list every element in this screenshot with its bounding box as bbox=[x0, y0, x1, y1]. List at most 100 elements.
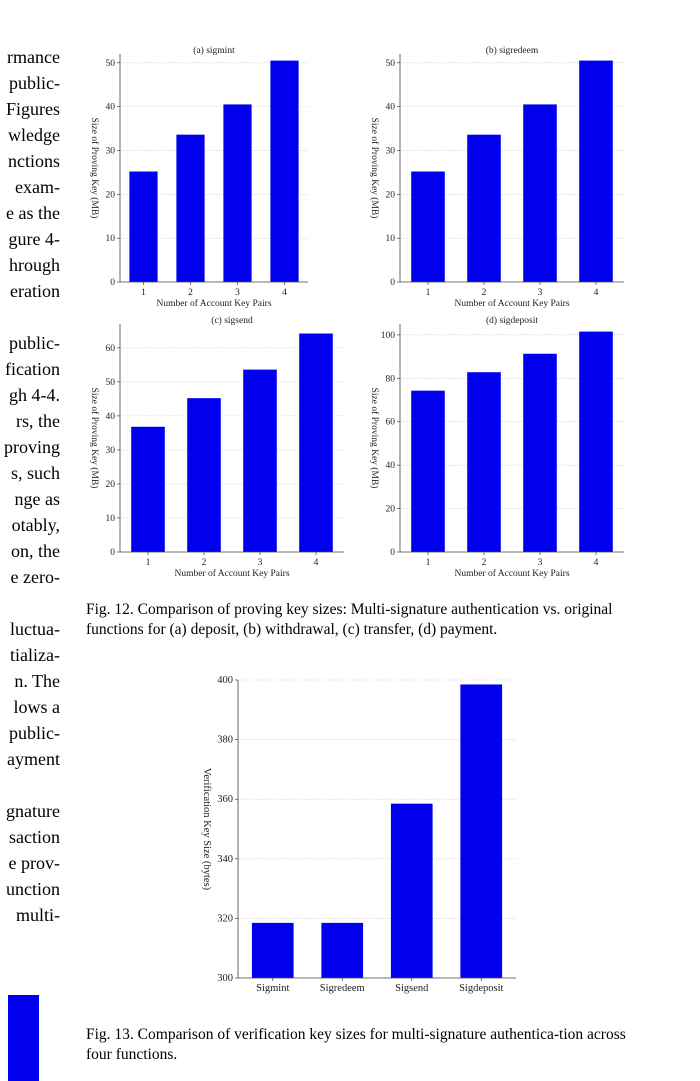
y-tick-label: 20 bbox=[106, 190, 116, 200]
y-axis-label: Size of Proving Key (MB) bbox=[89, 118, 100, 219]
left-column-line: e zero- bbox=[10, 567, 60, 587]
x-tick-label: 3 bbox=[538, 288, 543, 298]
x-tick-label: 1 bbox=[146, 558, 151, 568]
left-column-line: gnature bbox=[6, 801, 60, 821]
x-tick-label: 4 bbox=[282, 288, 287, 298]
chart-sigmint: 0 10 20 30 40 50 1 2 3 4 (a) sigmint Number of Acco… bbox=[78, 44, 318, 310]
bar bbox=[390, 803, 433, 978]
left-column-line: unction bbox=[6, 879, 60, 899]
x-tick-label: 3 bbox=[538, 558, 543, 568]
y-tick-label: 10 bbox=[106, 234, 116, 244]
chart-title: (a) sigmint bbox=[193, 45, 235, 56]
left-column-line: n. The bbox=[14, 671, 60, 691]
y-tick-label: 30 bbox=[386, 146, 396, 156]
x-tick-label: 4 bbox=[314, 558, 319, 568]
x-tick-label: Sigsend bbox=[395, 983, 429, 994]
y-tick-label: 50 bbox=[106, 378, 116, 388]
bar bbox=[579, 331, 613, 552]
left-column-line: on, the bbox=[11, 541, 60, 561]
x-tick-label: 2 bbox=[188, 288, 193, 298]
y-tick-label: 0 bbox=[390, 548, 395, 558]
left-column-line: rs, the bbox=[16, 411, 60, 431]
y-tick-label: 0 bbox=[110, 278, 115, 288]
left-column-line: gure 4- bbox=[8, 229, 60, 249]
chart-title: (c) sigsend bbox=[211, 315, 253, 326]
chart-sigsend: 0 10 20 30 40 50 60 1 2 3 4 (c) sigsend Number of Ac… bbox=[78, 314, 350, 580]
y-tick-label: 100 bbox=[381, 331, 396, 341]
bar bbox=[523, 353, 557, 552]
bar bbox=[411, 171, 445, 282]
left-column-line: rmance bbox=[7, 47, 60, 67]
x-tick-label: 3 bbox=[258, 558, 263, 568]
left-column-line: otably, bbox=[11, 515, 60, 535]
x-tick-label: 1 bbox=[426, 558, 431, 568]
y-tick-label: 400 bbox=[217, 675, 233, 686]
y-tick-label: 0 bbox=[390, 278, 395, 288]
bar bbox=[131, 426, 165, 552]
chart-sigredeem: 0 10 20 30 40 50 1 2 3 4 (b) sigredeem Number of Ac… bbox=[358, 44, 630, 310]
left-column-line: wledge bbox=[8, 125, 60, 145]
y-tick-label: 20 bbox=[386, 505, 396, 515]
x-tick-label: Sigmint bbox=[256, 983, 289, 994]
x-tick-label: 3 bbox=[235, 288, 240, 298]
bar bbox=[411, 390, 445, 552]
bar bbox=[579, 60, 613, 283]
left-column-line: nge as bbox=[14, 489, 60, 509]
y-tick-label: 10 bbox=[106, 514, 116, 524]
x-tick-label: 1 bbox=[426, 288, 431, 298]
left-column-line: proving bbox=[4, 437, 60, 457]
x-axis-label: Number of Account Key Pairs bbox=[454, 568, 569, 579]
y-tick-label: 50 bbox=[386, 59, 396, 69]
x-tick-label: 1 bbox=[141, 288, 146, 298]
bar bbox=[223, 104, 252, 282]
x-tick-label: 2 bbox=[482, 288, 487, 298]
left-column-line: tializa- bbox=[10, 645, 60, 665]
y-tick-label: 40 bbox=[106, 103, 116, 113]
y-axis-label: Size of Proving Key (MB) bbox=[89, 388, 100, 489]
y-tick-label: 10 bbox=[386, 234, 396, 244]
y-tick-label: 320 bbox=[217, 913, 233, 924]
y-tick-label: 340 bbox=[217, 854, 233, 865]
chart-verification-key-sizes: 300 320 340 360 380 400 Sigmint Sigredeem Sigsen… bbox=[190, 668, 530, 1006]
left-column-line: e prov- bbox=[8, 853, 60, 873]
bar bbox=[243, 369, 277, 552]
chart-title: (b) sigredeem bbox=[486, 45, 539, 56]
x-tick-label: 4 bbox=[594, 558, 599, 568]
bar bbox=[129, 171, 158, 282]
bar bbox=[176, 134, 205, 282]
y-tick-label: 80 bbox=[386, 374, 396, 384]
left-column-line: ayment bbox=[7, 749, 60, 769]
left-column-line: public- bbox=[9, 723, 60, 743]
left-column-line: s, such bbox=[11, 463, 60, 483]
left-column-line: exam- bbox=[15, 177, 60, 197]
left-column-line: gh 4-4. bbox=[9, 385, 60, 405]
bar bbox=[460, 684, 503, 978]
x-axis-label: Number of Account Key Pairs bbox=[174, 568, 289, 579]
bar bbox=[523, 104, 557, 282]
y-axis-label: Size of Proving Key (MB) bbox=[369, 388, 380, 489]
left-column-line: public- bbox=[9, 73, 60, 93]
left-column-line: e as the bbox=[6, 203, 60, 223]
x-tick-label: Sigdeposit bbox=[459, 983, 503, 994]
bar bbox=[321, 922, 364, 978]
bar bbox=[299, 333, 333, 552]
x-tick-label: 2 bbox=[482, 558, 487, 568]
y-tick-label: 50 bbox=[106, 59, 116, 69]
y-tick-label: 20 bbox=[106, 480, 116, 490]
left-column-line: public- bbox=[9, 333, 60, 353]
left-column-line: saction bbox=[9, 827, 60, 847]
x-axis-label: Number of Account Key Pairs bbox=[156, 298, 271, 309]
x-tick-label: 2 bbox=[202, 558, 207, 568]
bar bbox=[270, 60, 299, 283]
x-tick-label: Sigredeem bbox=[320, 983, 365, 994]
y-tick-label: 60 bbox=[106, 344, 116, 354]
left-column-line: multi- bbox=[16, 905, 60, 925]
left-column-line: hrough bbox=[9, 255, 60, 275]
left-column-line: nctions bbox=[8, 151, 60, 171]
figure-13-caption: Fig. 13. Comparison of verification key … bbox=[86, 1026, 626, 1063]
y-tick-label: 30 bbox=[106, 446, 116, 456]
y-tick-label: 20 bbox=[386, 190, 396, 200]
chart-sigdeposit: 0 20 40 60 80 100 1 2 3 4 (d) sigdeposit Number of … bbox=[358, 314, 630, 580]
y-axis-label: Verification Key Size (bytes) bbox=[201, 768, 212, 891]
left-column-line: Figures bbox=[6, 99, 60, 119]
